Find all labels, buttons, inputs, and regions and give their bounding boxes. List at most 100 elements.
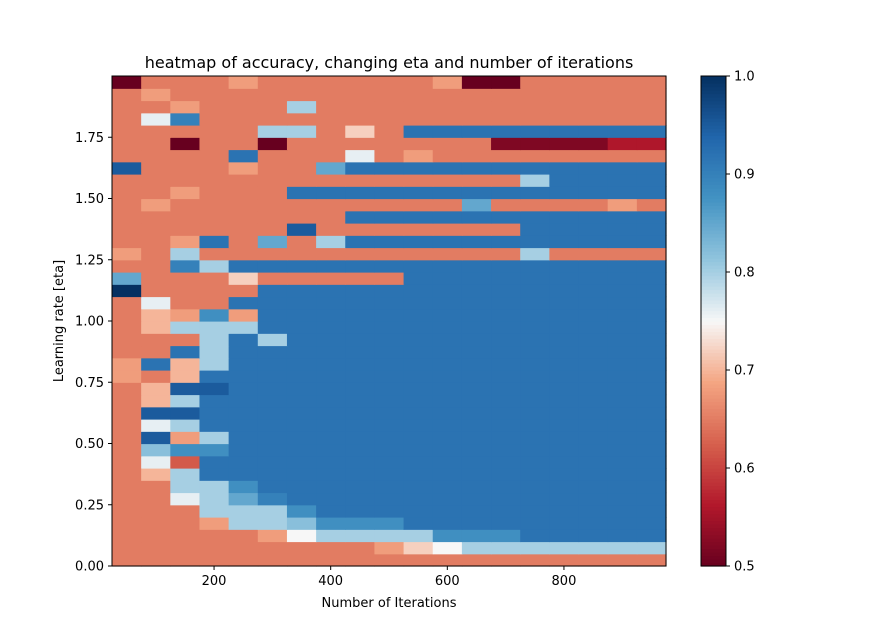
heatmap-cell bbox=[316, 394, 346, 408]
heatmap-cell bbox=[286, 100, 317, 114]
heatmap-cell bbox=[578, 149, 609, 163]
heatmap-cell bbox=[636, 76, 667, 89]
heatmap-cell bbox=[316, 504, 346, 518]
heatmap-cell bbox=[403, 345, 434, 359]
heatmap-cell bbox=[520, 357, 550, 371]
colorbar-segment bbox=[701, 356, 726, 361]
heatmap-cell bbox=[549, 137, 580, 151]
heatmap-cell bbox=[432, 112, 463, 126]
heatmap-cell bbox=[228, 296, 259, 310]
heatmap-cell bbox=[286, 112, 317, 126]
heatmap-cell bbox=[170, 370, 201, 383]
heatmap-cell bbox=[345, 247, 376, 261]
x-tick-label: 200 bbox=[202, 574, 227, 589]
heatmap-cell bbox=[141, 419, 171, 432]
heatmap-cell bbox=[578, 394, 609, 408]
colorbar-segment bbox=[701, 422, 726, 427]
colorbar-segment bbox=[701, 478, 726, 483]
colorbar-segment bbox=[701, 548, 726, 553]
heatmap-cell bbox=[403, 88, 434, 102]
colorbar-segment bbox=[701, 286, 726, 291]
heatmap-cell bbox=[549, 76, 580, 89]
heatmap-cell bbox=[432, 419, 463, 432]
heatmap-cell bbox=[403, 370, 434, 383]
heatmap-cell bbox=[461, 419, 492, 432]
heatmap-cell bbox=[403, 308, 434, 322]
heatmap-cell bbox=[374, 357, 405, 371]
heatmap-cell bbox=[461, 480, 492, 494]
heatmap-cell bbox=[257, 492, 288, 506]
heatmap-cell bbox=[461, 235, 492, 249]
heatmap-cell bbox=[520, 112, 550, 126]
heatmap-cell bbox=[112, 235, 142, 249]
heatmap-cell bbox=[607, 333, 638, 347]
heatmap-cell bbox=[170, 504, 201, 518]
heatmap-cell bbox=[403, 100, 434, 114]
colorbar-segment bbox=[701, 335, 726, 340]
heatmap-cell bbox=[607, 504, 638, 518]
heatmap-cell bbox=[199, 455, 230, 469]
heatmap-cell bbox=[520, 394, 550, 408]
heatmap-cell bbox=[141, 480, 171, 494]
heatmap-cell bbox=[403, 357, 434, 371]
heatmap-cell bbox=[286, 419, 317, 432]
colorbar-segment bbox=[701, 79, 726, 84]
heatmap-cell bbox=[578, 529, 609, 543]
colorbar-segment bbox=[701, 391, 726, 396]
heatmap-cell bbox=[170, 480, 201, 494]
heatmap-cell bbox=[520, 308, 550, 322]
heatmap-cell bbox=[199, 357, 230, 371]
colorbar-segment bbox=[701, 174, 726, 179]
heatmap-cell bbox=[607, 370, 638, 383]
colorbar-segment bbox=[701, 111, 726, 116]
heatmap-cell bbox=[286, 517, 317, 530]
heatmap-cell bbox=[549, 357, 580, 371]
heatmap-cells bbox=[112, 76, 667, 567]
heatmap-cell bbox=[112, 88, 142, 102]
colorbar-segment bbox=[701, 289, 726, 294]
heatmap-cell bbox=[403, 455, 434, 469]
heatmap-cell bbox=[316, 553, 346, 567]
heatmap-cell bbox=[199, 223, 230, 236]
heatmap-cell bbox=[316, 406, 346, 420]
heatmap-cell bbox=[228, 174, 259, 187]
heatmap-cell bbox=[345, 406, 376, 420]
heatmap-cell bbox=[257, 517, 288, 530]
heatmap-cell bbox=[520, 443, 550, 457]
heatmap-cell bbox=[141, 517, 171, 530]
heatmap-cell bbox=[257, 419, 288, 432]
heatmap-cell bbox=[491, 223, 521, 236]
colorbar-segment bbox=[701, 275, 726, 280]
heatmap-cell bbox=[112, 272, 142, 285]
heatmap-cell bbox=[141, 370, 171, 383]
heatmap-cell bbox=[170, 517, 201, 530]
heatmap-cell bbox=[170, 419, 201, 432]
colorbar-segment bbox=[701, 415, 726, 420]
colorbar-segment bbox=[701, 300, 726, 305]
heatmap-cell bbox=[141, 357, 171, 371]
heatmap-cell bbox=[112, 125, 142, 138]
heatmap-cell bbox=[316, 296, 346, 310]
heatmap-cell bbox=[636, 125, 667, 138]
heatmap-cell bbox=[228, 198, 259, 212]
heatmap-cell bbox=[141, 504, 171, 518]
heatmap-cell bbox=[374, 174, 405, 187]
heatmap-cell bbox=[257, 321, 288, 334]
heatmap-cell bbox=[141, 76, 171, 89]
heatmap-cell bbox=[112, 186, 142, 200]
colorbar-segment bbox=[701, 90, 726, 95]
heatmap-cell bbox=[141, 553, 171, 567]
heatmap-cell bbox=[199, 468, 230, 481]
heatmap-cell bbox=[636, 186, 667, 200]
heatmap-cell bbox=[170, 406, 201, 420]
colorbar: 0.5 0.6 0.7 0.8 0.9 1.0 bbox=[700, 70, 755, 575]
heatmap-cell bbox=[170, 259, 201, 273]
heatmap-cell bbox=[112, 296, 142, 310]
heatmap-cell bbox=[374, 198, 405, 212]
colorbar-segment bbox=[701, 170, 726, 175]
heatmap-cell bbox=[374, 492, 405, 506]
heatmap-cell bbox=[374, 112, 405, 126]
heatmap-cell bbox=[228, 468, 259, 481]
heatmap-cell bbox=[170, 296, 201, 310]
colorbar-segment bbox=[701, 373, 726, 378]
